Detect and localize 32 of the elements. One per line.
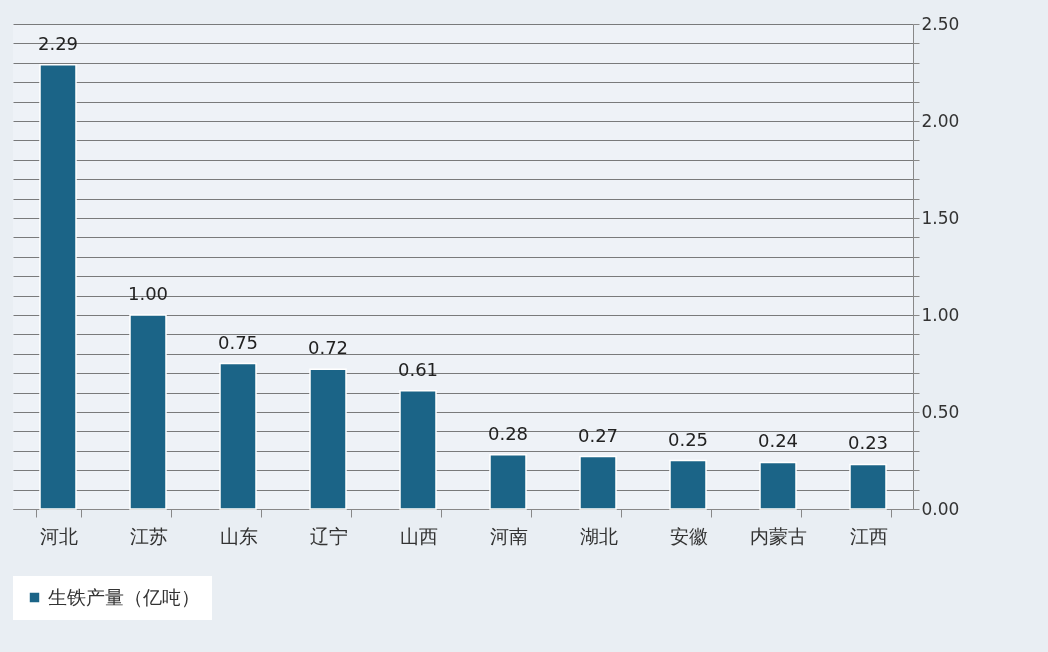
y-tick-label: 0.50 [921, 401, 960, 422]
y-tick-label: 2.00 [921, 110, 960, 131]
y-tick-label: 0.00 [921, 498, 960, 519]
data-label: 0.75 [217, 331, 259, 353]
x-tick-label: 山东 [219, 524, 258, 547]
bar [579, 455, 617, 510]
bar [669, 459, 707, 510]
bar [39, 63, 77, 510]
bar [129, 314, 167, 510]
y-tick-label: 1.00 [921, 304, 960, 325]
data-label: 0.24 [757, 430, 799, 452]
data-label: 0.25 [667, 428, 709, 450]
bar [219, 362, 257, 510]
bar [399, 389, 437, 510]
bar [489, 453, 527, 510]
legend-label: 生铁产量（亿吨） [48, 585, 200, 608]
x-tick-label: 湖北 [579, 524, 618, 547]
data-label: 0.23 [847, 432, 889, 454]
x-tick-label: 山西 [399, 524, 438, 547]
x-tick-label: 江苏 [129, 524, 168, 547]
x-tick-label: 安徽 [669, 524, 708, 547]
y-tick-label: 2.50 [921, 13, 960, 34]
bar [309, 368, 347, 510]
y-tick-label: 1.50 [921, 207, 960, 228]
x-tick-label: 内蒙古 [750, 524, 807, 547]
data-label: 0.72 [307, 337, 349, 359]
x-tick-label: 辽宁 [309, 524, 348, 547]
bar [849, 463, 887, 510]
x-tick-label: 河北 [39, 524, 78, 547]
x-tick-label: 江西 [849, 524, 888, 547]
bar [759, 461, 797, 510]
x-tick-label: 河南 [489, 524, 528, 547]
